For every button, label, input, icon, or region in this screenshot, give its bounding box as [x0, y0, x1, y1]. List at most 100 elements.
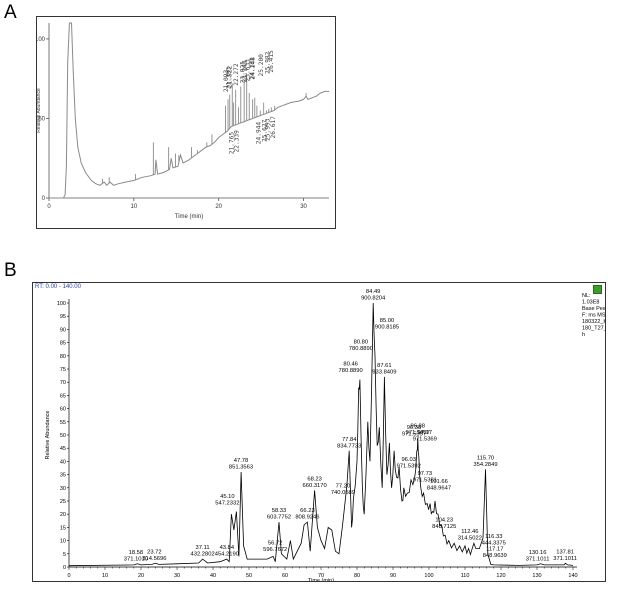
a-peak-label: 21.522: [227, 66, 234, 89]
b-y-tick-label: 45: [60, 446, 66, 452]
b-peak-label-rt: 104.23: [435, 517, 453, 523]
b-peak-label-rt: 117.17: [486, 546, 503, 552]
b-peak-label-rt: 84.49: [366, 289, 381, 295]
b-peak-label-mz: 454.2190: [215, 552, 239, 558]
b-peak-label-rt: 80.80: [354, 340, 369, 346]
b-peak-label-mz: 851.3563: [229, 464, 253, 470]
b-y-tick-label: 10: [60, 539, 66, 545]
b-peak-label-mz: 933.8409: [372, 369, 396, 375]
b-peak-label-mz: 354.2849: [473, 462, 497, 468]
b-y-tick-label: 100: [57, 301, 66, 307]
b-peak-label-mz: 740.0589: [331, 490, 355, 496]
b-peak-label-rt: 66.23: [300, 508, 315, 514]
b-x-tick-label: 50: [246, 573, 252, 579]
b-peak-label-mz: 780.8890: [349, 346, 373, 352]
b-peak-label-rt: 37.11: [196, 545, 210, 551]
b-x-axis-title: Time (min): [308, 578, 334, 581]
b-x-tick-label: 90: [390, 573, 396, 579]
a-peak-label: 24.181: [249, 57, 256, 80]
b-info-line: F: ms MS: [582, 313, 605, 319]
b-y-tick-label: 65: [60, 393, 66, 399]
b-x-tick-label: 30: [174, 573, 180, 579]
b-peak-label-mz: 596.7672: [263, 547, 287, 553]
b-y-tick-label: 90: [60, 327, 66, 333]
b-peak-label-mz: 900.8185: [375, 324, 399, 330]
b-peak-label-mz: 314.5696: [142, 556, 166, 562]
b-peak-label-mz: 834.7733: [337, 443, 361, 449]
b-peak-label-mz: 900.8204: [361, 296, 386, 302]
b-peak-label-mz: 971.5369: [413, 437, 437, 443]
b-peak-label-rt: 96.88: [411, 424, 426, 430]
a-x-tick-label: 30: [300, 204, 307, 210]
b-peak-label-mz: 971.5407: [406, 430, 430, 436]
b-x-tick-label: 0: [67, 573, 70, 579]
b-peak-label-mz: 371.1010: [124, 556, 148, 562]
b-x-tick-label: 110: [461, 573, 470, 579]
a-peak-label: 25.993: [265, 118, 272, 141]
b-y-tick-label: 30: [60, 486, 66, 492]
b-info-line: 180322_K1: [582, 319, 605, 325]
b-x-tick-label: 60: [282, 573, 288, 579]
b-y-tick-label: 15: [60, 525, 66, 531]
a-peak-label: 21.765: [229, 132, 236, 155]
b-peak-label-rt: 96.03: [401, 457, 416, 463]
b-chromatogram-line: [68, 302, 574, 567]
a-peak-label: 21.093: [223, 70, 230, 93]
b-peak-label-rt: 47.78: [234, 458, 249, 464]
b-x-tick-label: 80: [354, 573, 360, 579]
b-x-tick-label: 130: [532, 573, 541, 579]
b-peak-label-mz: 371.1011: [526, 556, 550, 562]
b-peak-label-rt: 58.33: [272, 508, 287, 514]
b-peak-label-rt: 43.84: [220, 545, 235, 551]
a-peak-label: 24.944: [256, 122, 263, 145]
b-x-tick-label: 100: [424, 573, 433, 579]
b-peak-label-rt: 115.70: [477, 455, 494, 461]
rt-range-label: RT: 0.00 - 140.00: [35, 284, 81, 290]
a-peak-label: 25.200: [258, 54, 265, 77]
b-peak-label-rt: 77.20: [336, 484, 351, 490]
b-peak-label-mz: 603.7752: [267, 515, 291, 521]
b-peak-label-mz: 314.5022: [458, 536, 482, 542]
b-info-line: 180_T27_0: [582, 326, 605, 332]
a-peak-label: 24.248: [250, 57, 257, 80]
a-peak-label: 22.339: [234, 130, 241, 153]
chromatogram-a: 0 50 100 0 10 20 30 Time (min) Relative Abundanc…: [35, 22, 329, 220]
b-peak-label-rt: 18.58: [129, 550, 144, 556]
a-peak-label: 25.982: [264, 51, 271, 74]
b-info-line: h: [582, 332, 585, 338]
a-y-tick-label: 100: [37, 37, 46, 43]
b-peak-label-mz: 547.2332: [215, 501, 239, 507]
b-peak-label-rt: 45.10: [220, 494, 235, 500]
b-y-tick-label: 25: [60, 499, 66, 505]
b-peak-label-rt: 96.38: [407, 425, 422, 431]
b-peak-label-mz: 808.9246: [295, 515, 319, 521]
a-peak-label: 23.245: [241, 60, 248, 83]
b-peak-label-mz: 848.9647: [427, 486, 451, 492]
panel-a-letter: A: [4, 2, 17, 23]
b-y-tick-label: 70: [60, 380, 66, 386]
b-y-axis-title: Relative Abundance: [45, 411, 51, 460]
b-peak-label-mz: 848.7125: [432, 524, 456, 530]
b-peak-label-rt: 112.46: [461, 529, 478, 535]
b-x-tick-label: 10: [102, 573, 108, 579]
corner-icon: [593, 285, 602, 294]
b-peak-label-rt: 97.17: [418, 430, 433, 436]
b-peak-label-rt: 116.33: [485, 534, 502, 540]
a-peak-label: 26.617: [270, 116, 277, 139]
a-x-tick-label: 20: [215, 204, 222, 210]
a-peak-label: 23.633: [244, 59, 251, 82]
b-y-tick-label: 55: [60, 420, 66, 426]
b-peak-label-mz: 444.3375: [482, 540, 506, 546]
a-peak-label: 23.025: [239, 61, 246, 84]
a-peak-label: 26.415: [268, 50, 275, 73]
panel-b-letter: B: [4, 260, 17, 281]
b-peak-label-rt: 101.66: [430, 479, 448, 485]
b-peak-label-mz: 432.2802: [191, 552, 215, 558]
b-y-tick-label: 85: [60, 341, 66, 347]
chromatogram-b: 0 5 10 15 20 25 30 35 40 45 50 55 60 65 70 75 80 85 90 95 10…: [45, 289, 610, 584]
b-x-tick-label: 120: [496, 573, 505, 579]
a-chromatogram-line: [49, 22, 329, 199]
b-y-tick-label: 50: [60, 433, 66, 439]
a-x-tick-label: 10: [131, 204, 138, 210]
b-peak-label-mz: 971.5357: [402, 431, 426, 437]
